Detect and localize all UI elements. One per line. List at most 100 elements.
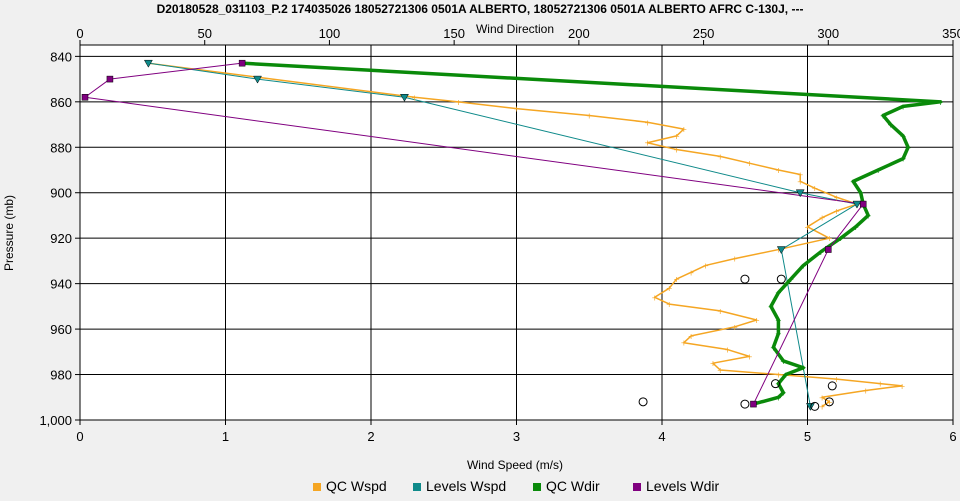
qc-wdir-line [242,61,943,406]
qc-wspd-point: + [819,393,826,402]
qc-wdir-point: + [900,102,907,111]
qc-wspd-point: + [826,398,833,407]
qc-wspd-point: + [833,375,840,384]
legend-swatch-qc-wdir [533,483,541,491]
levels-wdir-point [825,246,832,253]
levels-wdir-point [750,400,757,408]
qc-wspd-point: + [644,118,651,127]
qc-wspd-point: + [731,323,738,332]
qc-wdir-point: + [800,364,807,373]
qc-wspd-point: + [717,366,724,375]
x-tick-label: 4 [658,429,665,444]
qc-wspd-point: + [746,159,753,168]
qc-wspd-point: + [819,214,826,223]
qc-wspd-point: + [833,193,840,202]
qc-wspd-point: + [673,275,680,284]
series-layer: ++++++++++++++++++++++++++++++++++++++++… [81,59,944,411]
legend-label-levels-wdir: Levels Wdir [646,478,719,494]
qc-wspd-point: + [455,98,462,107]
qc-wspd-point: + [710,359,717,368]
y-tick-label: 860 [50,95,72,110]
x-tick-label: 5 [804,429,811,444]
levels-wspd-point [253,75,262,84]
qc-wdir-point: + [775,393,782,402]
legend-label-qc-wspd: QC Wspd [326,478,387,494]
qc-wspd-point: + [717,307,724,316]
y-tick-label: 940 [50,277,72,292]
x2-tick-label: 200 [568,26,590,41]
qc-wdir-point: + [857,189,864,198]
qc-wspd-point: + [797,171,804,180]
qc-wdir-point: + [900,155,907,164]
legend-swatch-levels-wspd [413,483,421,491]
x-tick-label: 2 [367,429,374,444]
qc-wdir-point: + [880,111,887,120]
y-tick-label: 1,000 [39,413,72,428]
grid [80,45,953,420]
qc-wdir-point: + [775,289,782,298]
qc-wspd-point: + [666,284,673,293]
qc-wdir-point: + [788,275,795,284]
levels-wdir-point [238,59,246,67]
qc-wspd-point: + [877,380,884,389]
levels-wspd-point [795,189,805,198]
y-tick-label: 840 [50,49,72,64]
levels-wspd-point [143,59,153,68]
qc-wspd-point: + [797,177,804,186]
levels-wspd-point [400,94,409,102]
x-tick-label: 0 [76,429,83,444]
levels-wdir-point [106,75,114,83]
qc-wdir-point: + [768,302,775,311]
qc-wspd-point: + [673,132,680,141]
x-tick-label: 3 [513,429,520,444]
qc-wspd-point: + [688,268,695,277]
y-tick-label: 980 [50,368,72,383]
levels-wdir-point [859,200,867,208]
qc-wspd-point: + [680,339,687,348]
y-tick-label: 900 [50,186,72,201]
x2-tick-label: 0 [76,26,83,41]
qc-wdir-point: + [905,143,912,152]
levels-wspd-point [776,246,786,255]
qc-wspd-point: + [731,255,738,264]
open-circle-marker [770,379,780,389]
open-circle-marker [638,397,648,407]
qc-wspd-point: + [819,402,826,411]
x2-tick-label: 350 [942,26,960,41]
x2-tick-label: 250 [693,26,715,41]
qc-wdir-point: + [850,177,857,186]
qc-wspd-point: + [651,293,658,302]
qc-wdir-point: + [780,357,787,366]
levels-wdir-line [84,62,864,405]
open-circle-marker [740,399,750,409]
legend-label-levels-wspd: Levels Wspd [426,478,506,494]
qc-wspd-point: + [899,382,906,391]
qc-wdir-point: + [775,330,782,339]
qc-wspd-point: + [833,207,840,216]
qc-wspd-point: + [513,105,520,114]
qc-wdir-point: + [837,234,844,243]
qc-wspd-point: + [746,352,753,361]
y-tick-label: 960 [50,322,72,337]
qc-wspd-point: + [411,93,418,102]
qc-wdir-point: + [937,98,944,107]
open-circle-marker [827,381,837,391]
x2-tick-label: 100 [319,26,341,41]
qc-wdir-point: + [817,248,824,257]
qc-wspd-point: + [673,146,680,155]
qc-wdir-point: + [875,166,882,175]
qc-wdir-point: + [780,389,787,398]
y-axis-label: Pressure (mb) [2,195,16,271]
x2-tick-label: 50 [197,26,211,41]
open-circle-marker [740,274,750,284]
legend-swatch-qc-wspd [313,483,321,491]
chart-title: D20180528_031103_P.2 174035026 180527213… [157,2,804,16]
qc-wspd-point: + [804,223,811,232]
qc-wspd-point: + [826,234,833,243]
qc-wdir-point: + [775,380,782,389]
x-tick-label: 6 [949,429,956,444]
qc-wdir-point: + [800,261,807,270]
qc-wdir-point: + [770,343,777,352]
qc-wspd-point: + [775,246,782,255]
qc-wspd-point: + [753,316,760,325]
